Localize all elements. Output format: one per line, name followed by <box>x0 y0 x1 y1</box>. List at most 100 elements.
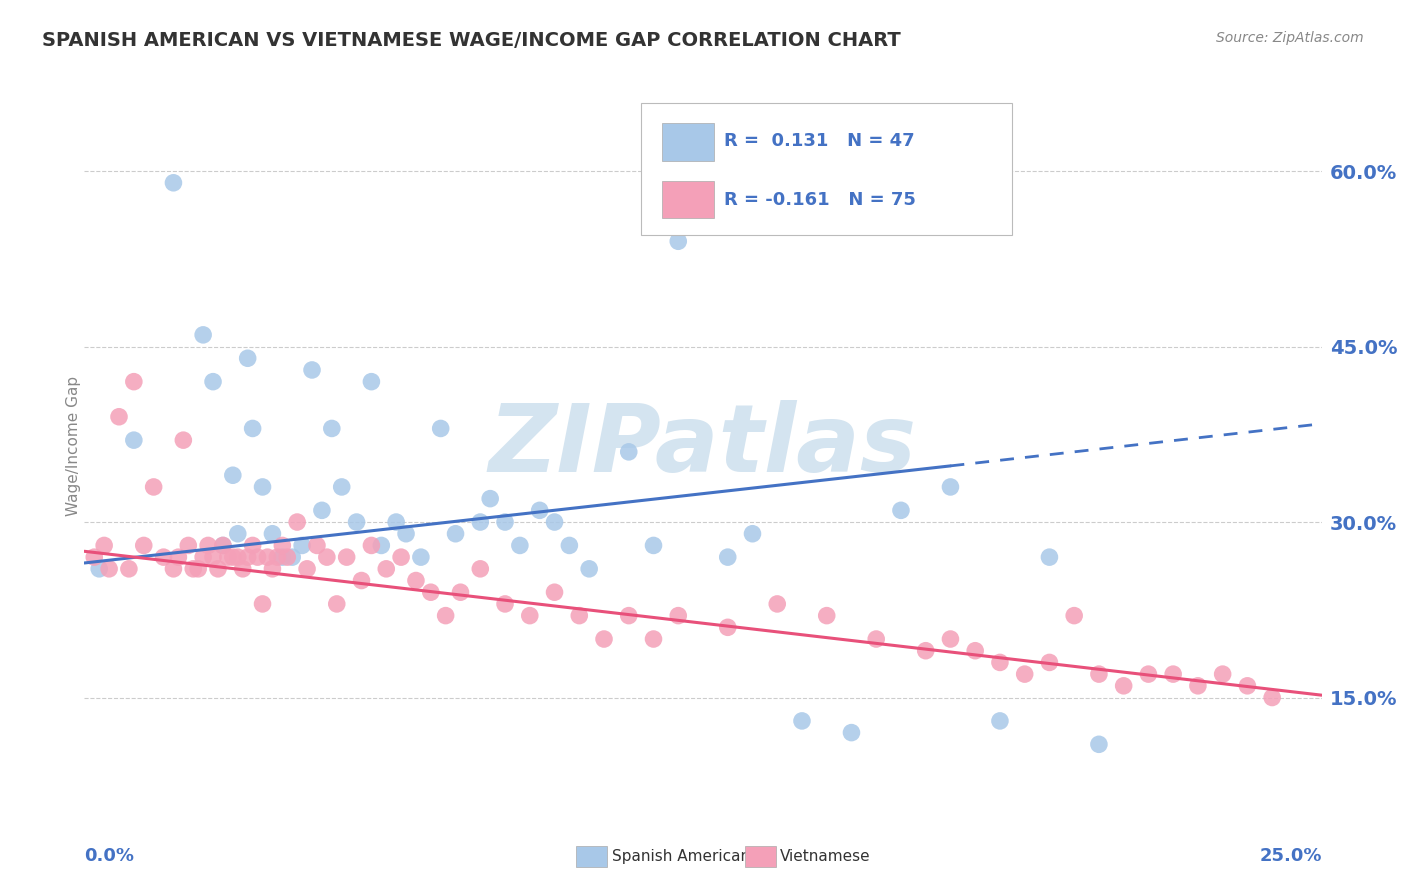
Point <box>281 550 304 565</box>
Point <box>162 176 184 190</box>
Point <box>939 632 962 646</box>
Point <box>643 538 665 552</box>
Point <box>83 550 105 565</box>
Point <box>212 538 235 552</box>
Point <box>315 550 337 565</box>
Point <box>1236 679 1258 693</box>
Point <box>766 597 789 611</box>
Point <box>93 538 115 552</box>
Point <box>108 409 131 424</box>
Point <box>295 562 318 576</box>
Point <box>890 503 912 517</box>
Text: R = -0.161   N = 75: R = -0.161 N = 75 <box>724 191 915 209</box>
Point <box>429 421 451 435</box>
Point <box>1112 679 1135 693</box>
Point <box>236 351 259 366</box>
Point <box>419 585 441 599</box>
Point <box>450 585 472 599</box>
Point <box>242 421 264 435</box>
Point <box>1014 667 1036 681</box>
Point <box>162 562 184 576</box>
Point <box>370 538 392 552</box>
Point <box>470 515 492 529</box>
Point <box>291 538 314 552</box>
Point <box>187 562 209 576</box>
Point <box>246 550 269 565</box>
Point <box>336 550 359 565</box>
Point <box>593 632 616 646</box>
Point <box>252 480 274 494</box>
Point <box>717 550 740 565</box>
Point <box>865 632 887 646</box>
Point <box>375 562 398 576</box>
Point <box>1038 550 1060 565</box>
Point <box>385 515 408 529</box>
Point <box>578 562 600 576</box>
Point <box>558 538 581 552</box>
Point <box>311 503 333 517</box>
Text: Spanish Americans: Spanish Americans <box>612 849 758 863</box>
Point <box>132 538 155 552</box>
Point <box>741 526 763 541</box>
Point <box>177 538 200 552</box>
Point <box>529 503 551 517</box>
Point <box>202 375 225 389</box>
Point <box>543 515 565 529</box>
Text: Vietnamese: Vietnamese <box>780 849 870 863</box>
Point <box>226 526 249 541</box>
Text: R =  0.131   N = 47: R = 0.131 N = 47 <box>724 132 915 150</box>
Point <box>330 480 353 494</box>
Point <box>470 562 492 576</box>
Point <box>118 562 141 576</box>
Point <box>346 515 368 529</box>
Point <box>191 327 214 342</box>
Text: Source: ZipAtlas.com: Source: ZipAtlas.com <box>1216 31 1364 45</box>
Point <box>389 550 412 565</box>
Point <box>98 562 121 576</box>
Y-axis label: Wage/Income Gap: Wage/Income Gap <box>66 376 80 516</box>
Point <box>276 550 298 565</box>
Point <box>142 480 165 494</box>
Point <box>152 550 174 565</box>
Text: 25.0%: 25.0% <box>1260 847 1322 865</box>
Point <box>360 375 382 389</box>
FancyBboxPatch shape <box>641 103 1012 235</box>
Point <box>1063 608 1085 623</box>
Point <box>965 644 987 658</box>
Point <box>326 597 349 611</box>
Point <box>519 608 541 623</box>
Point <box>434 608 457 623</box>
Point <box>122 375 145 389</box>
Point <box>790 714 813 728</box>
Text: 0.0%: 0.0% <box>84 847 135 865</box>
Point <box>285 515 308 529</box>
Point <box>202 550 225 565</box>
Point <box>617 445 640 459</box>
Point <box>360 538 382 552</box>
Bar <box>662 180 714 218</box>
Point <box>89 562 111 576</box>
Point <box>568 608 591 623</box>
Point <box>643 632 665 646</box>
Point <box>444 526 467 541</box>
Point <box>222 550 245 565</box>
Point <box>617 608 640 623</box>
Point <box>305 538 328 552</box>
Point <box>1261 690 1284 705</box>
Point <box>409 550 432 565</box>
Point <box>717 620 740 634</box>
Point <box>543 585 565 599</box>
Point <box>1088 737 1111 751</box>
Point <box>395 526 418 541</box>
Point <box>271 538 294 552</box>
Point <box>1161 667 1184 681</box>
Point <box>242 538 264 552</box>
Point <box>1212 667 1234 681</box>
Point <box>321 421 343 435</box>
Point <box>815 608 838 623</box>
Point <box>212 538 235 552</box>
Point <box>207 562 229 576</box>
Point <box>841 725 863 739</box>
Point <box>236 550 259 565</box>
Bar <box>662 123 714 161</box>
